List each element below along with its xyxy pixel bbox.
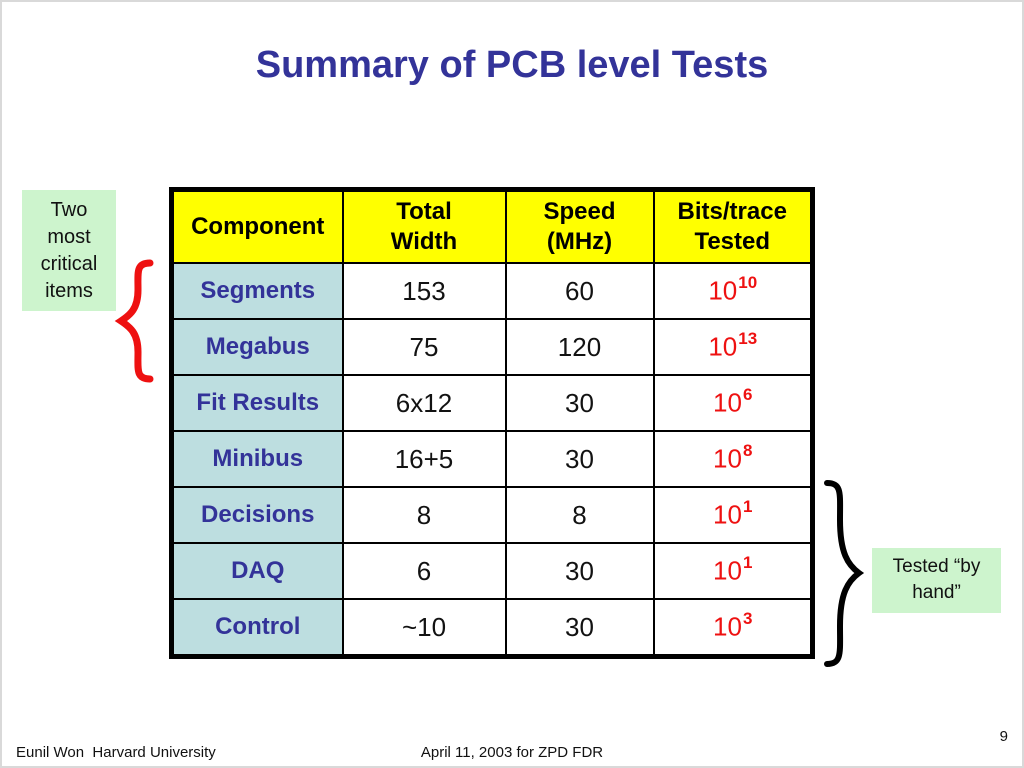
- speed-cell: 120: [504, 318, 655, 376]
- component-cell: Decisions: [170, 486, 344, 544]
- note-two-most-critical-items: Two most critical items: [22, 190, 116, 311]
- bits-base: 10: [713, 499, 742, 530]
- total-width-cell: 8: [341, 486, 507, 544]
- table-row-control: Control ~10 30 103: [170, 598, 814, 658]
- total-width-cell: 6x12: [341, 374, 507, 432]
- speed-cell: 8: [504, 486, 655, 544]
- component-cell: Megabus: [170, 318, 344, 376]
- bits-tested-cell: 101: [652, 542, 814, 600]
- bits-tested-cell: 1010: [652, 262, 814, 320]
- bits-exponent: 1: [742, 553, 753, 573]
- red-left-brace: [114, 259, 154, 383]
- component-cell: Control: [170, 598, 344, 658]
- bits-exponent: 3: [742, 609, 753, 629]
- table-row-daq: DAQ 6 30 101: [170, 542, 814, 600]
- col-header-total-width: Total Width: [341, 188, 507, 264]
- bits-tested-cell: 1013: [652, 318, 814, 376]
- speed-cell: 30: [504, 598, 655, 658]
- note-tested-by-hand: Tested “by hand”: [872, 548, 1001, 613]
- total-width-cell: 6: [341, 542, 507, 600]
- table-row-fit-results: Fit Results 6x12 30 106: [170, 374, 814, 432]
- speed-cell: 30: [504, 430, 655, 488]
- total-width-cell: 153: [341, 262, 507, 320]
- bits-exponent: 13: [738, 329, 758, 349]
- speed-cell: 30: [504, 542, 655, 600]
- component-cell: Segments: [170, 262, 344, 320]
- table-row-decisions: Decisions 8 8 101: [170, 486, 814, 544]
- bits-exponent: 6: [742, 385, 753, 405]
- bits-tested-cell: 103: [652, 598, 814, 658]
- bits-tested-cell: 101: [652, 486, 814, 544]
- bits-base: 10: [708, 275, 738, 306]
- total-width-cell: ~10: [341, 598, 507, 658]
- component-cell: DAQ: [170, 542, 344, 600]
- bits-base: 10: [713, 387, 742, 418]
- col-header-bits-trace: Bits/trace Tested: [652, 188, 814, 264]
- col-header-speed: Speed (MHz): [504, 188, 655, 264]
- speed-cell: 30: [504, 374, 655, 432]
- footer-author: Eunil Won Harvard University: [16, 744, 216, 761]
- bits-exponent: 10: [738, 273, 758, 293]
- table-row-segments: Segments 153 60 1010: [170, 262, 814, 320]
- total-width-cell: 16+5: [341, 430, 507, 488]
- pcb-tests-table: Component Total Width Speed (MHz) Bits/t…: [169, 187, 815, 659]
- component-cell: Fit Results: [170, 374, 344, 432]
- bits-tested-cell: 108: [652, 430, 814, 488]
- header-row: Component Total Width Speed (MHz) Bits/t…: [170, 188, 814, 264]
- page-number: 9: [999, 728, 1008, 745]
- bits-tested-cell: 106: [652, 374, 814, 432]
- bits-base: 10: [713, 555, 742, 586]
- table-row-minibus: Minibus 16+5 30 108: [170, 430, 814, 488]
- page-title: Summary of PCB level Tests: [255, 44, 769, 86]
- bits-exponent: 8: [742, 441, 753, 461]
- total-width-cell: 75: [341, 318, 507, 376]
- bits-base: 10: [713, 443, 742, 474]
- bits-base: 10: [713, 611, 742, 642]
- component-cell: Minibus: [170, 430, 344, 488]
- table-row-megabus: Megabus 75 120 1013: [170, 318, 814, 376]
- speed-cell: 60: [504, 262, 655, 320]
- black-right-brace: [824, 480, 865, 667]
- bits-exponent: 1: [742, 497, 753, 517]
- col-header-component: Component: [170, 188, 344, 264]
- footer-date-event: April 11, 2003 for ZPD FDR: [420, 744, 604, 761]
- bits-base: 10: [708, 331, 738, 362]
